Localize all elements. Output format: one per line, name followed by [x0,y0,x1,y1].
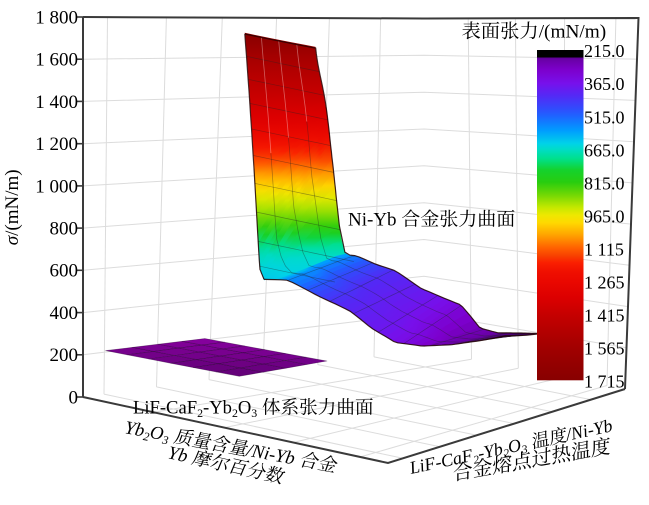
svg-text:Ni-Yb: Ni-Yb [348,210,397,231]
svg-text:200: 200 [50,345,79,366]
svg-text:2: 2 [142,429,150,444]
svg-text:1 600: 1 600 [35,50,78,71]
svg-text:600: 600 [50,261,79,282]
svg-text:1 400: 1 400 [35,92,78,113]
svg-text:Yb: Yb [123,417,146,441]
svg-text:O: O [238,398,251,419]
svg-text:3: 3 [520,443,529,456]
svg-text:515.0: 515.0 [584,107,625,127]
svg-text:1 115: 1 115 [584,239,624,259]
svg-text:1 800: 1 800 [35,7,78,28]
svg-text:2: 2 [472,454,480,467]
svg-text:1 565: 1 565 [584,339,625,359]
svg-text:2: 2 [232,406,238,420]
svg-text:/(mN/m): /(mN/m) [539,22,606,43]
svg-text:2: 2 [503,447,511,460]
svg-text:3: 3 [251,406,257,420]
svg-text:2: 2 [197,406,203,420]
svg-text:1 265: 1 265 [584,272,625,292]
svg-text:365.0: 365.0 [584,74,625,94]
svg-text:1 200: 1 200 [35,134,78,155]
svg-text:665.0: 665.0 [584,140,625,160]
svg-text:815.0: 815.0 [584,173,625,193]
svg-text:0: 0 [69,387,79,408]
svg-text:1 415: 1 415 [584,305,625,325]
svg-text:400: 400 [50,303,79,324]
svg-text:215.0: 215.0 [584,41,625,61]
svg-text:Yb: Yb [166,442,190,467]
svg-text:/(mN/m): /(mN/m) [2,169,23,236]
svg-text:965.0: 965.0 [584,206,625,226]
svg-text:O: O [148,422,165,445]
svg-text:-Yb: -Yb [203,398,232,419]
svg-text:800: 800 [50,219,79,240]
svg-text:LiF-CaF: LiF-CaF [133,398,197,419]
svg-text:1 715: 1 715 [584,372,625,392]
svg-text:σ: σ [2,235,23,245]
svg-text:3: 3 [160,432,169,447]
svg-text:1 000: 1 000 [35,176,78,197]
svg-text:O: O [506,435,523,457]
